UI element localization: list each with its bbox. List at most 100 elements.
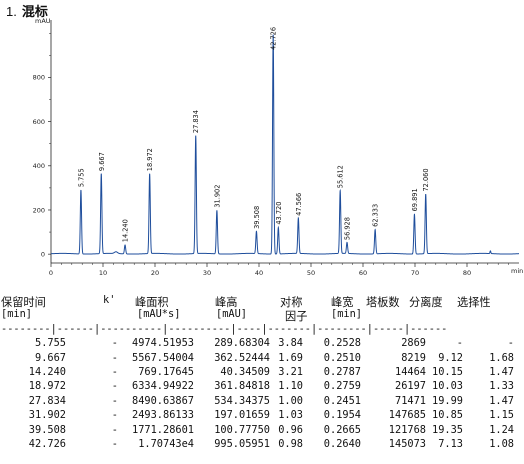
x-tick-label: 40 <box>255 269 263 277</box>
peak-label: 69.891 <box>411 188 419 211</box>
table-cell: 10.85 <box>432 409 463 422</box>
column-header: 选择性 <box>457 296 491 309</box>
table-body: 5.755 - 4974.51953 289.68304 3.84 0.2528 2869 -… <box>0 337 524 452</box>
table-cell: 147685 <box>388 409 426 422</box>
table-cell: 769.17645 <box>138 365 194 378</box>
table-row: 27.834 - 8490.63867 534.34375 1.00 0.2451 7147… <box>0 395 524 409</box>
table-cell: 71471 <box>395 394 426 407</box>
table-row: 14.240 - 769.17645 40.34509 3.21 0.2787 14464 1… <box>0 366 524 380</box>
table-cell: 1.70743e4 <box>138 437 194 450</box>
peak-labels: 5.755 9.667 14.240 18.972 27.834 31.902 39.508… <box>77 27 430 242</box>
table-cell: 100.77750 <box>214 423 270 436</box>
table-cell: 4974.51953 <box>132 337 194 350</box>
x-tick-label: 80 <box>463 269 471 277</box>
table-cell: 2869 <box>401 337 426 350</box>
table-cell: 0.2510 <box>323 351 361 364</box>
y-tick-label: 200 <box>33 206 45 214</box>
table-cell: 1.33 <box>489 380 514 393</box>
table-cell: 40.34509 <box>220 365 270 378</box>
table-cell: 1.68 <box>489 351 514 364</box>
table-row: 5.755 - 4974.51953 289.68304 3.84 0.2528 2869 -… <box>0 337 524 351</box>
peak-label: 9.667 <box>98 152 106 171</box>
y-tick-label: 800 <box>33 74 45 82</box>
table-cell: - <box>456 337 463 350</box>
table-cell: 1.47 <box>489 394 514 407</box>
table-cell: 6334.94922 <box>132 380 194 393</box>
table-cell: 31.902 <box>28 409 66 422</box>
peak-label: 56.928 <box>344 217 352 240</box>
table-cell: 0.2665 <box>323 423 361 436</box>
table-cell: 197.01659 <box>214 409 270 422</box>
column-header: k' <box>103 294 116 306</box>
table-cell: 361.84818 <box>214 380 270 393</box>
chromatogram-chart: mAU min 0 200 400 600 800 0 10 20 30 40 50 60 70 80 5.7… <box>33 17 524 277</box>
table-cell: 1.47 <box>489 365 514 378</box>
table-cell: - <box>111 437 118 450</box>
column-unit: [min] <box>331 308 362 321</box>
table-cell: 534.34375 <box>214 394 270 407</box>
peak-label: 62.333 <box>372 204 380 227</box>
x-axis-unit: min <box>511 267 523 275</box>
table-cell: - <box>507 337 514 350</box>
table-cell: 9.12 <box>438 351 463 364</box>
peak-label: 43.720 <box>275 202 283 225</box>
column-header: 塔板数 <box>366 296 400 309</box>
peak-label: 27.834 <box>192 110 200 133</box>
table-cell: 10.03 <box>432 380 463 393</box>
column-header: 对称 <box>280 296 303 309</box>
peak-label: 18.972 <box>146 148 154 171</box>
column-header: 峰宽 <box>331 296 354 309</box>
table-row: 39.508 - 1771.28601 100.77750 0.96 0.2665 1217… <box>0 424 524 438</box>
peak-label: 31.902 <box>213 185 221 208</box>
table-cell: 0.96 <box>278 423 303 436</box>
table-cell: 18.972 <box>28 380 66 393</box>
table-separator: --------|------|----------|----------|--… <box>1 322 448 335</box>
table-cell: 1.24 <box>489 423 514 436</box>
chart-axes: mAU min 0 200 400 600 800 0 10 20 30 40 50 60 70 80 <box>33 17 524 277</box>
column-header: 保留时间 <box>1 296 46 309</box>
table-cell: 0.98 <box>278 437 303 450</box>
column-header: 分离度 <box>409 296 443 309</box>
peak-label: 42.726 <box>270 27 278 50</box>
table-row: 31.902 - 2493.86133 197.01659 1.03 0.1954 1476… <box>0 409 524 423</box>
table-cell: 2493.86133 <box>132 409 194 422</box>
table-cell: 0.2451 <box>323 394 361 407</box>
table-cell: - <box>111 351 118 364</box>
table-cell: 145073 <box>388 437 426 450</box>
table-cell: 1.15 <box>489 409 514 422</box>
table-cell: 0.2759 <box>323 380 361 393</box>
table-cell: 19.35 <box>432 423 463 436</box>
table-cell: 3.84 <box>278 337 303 350</box>
table-cell: - <box>111 365 118 378</box>
table-cell: 3.21 <box>278 365 303 378</box>
y-tick-label: 400 <box>33 162 45 170</box>
peak-label: 5.755 <box>77 168 85 187</box>
peak-label: 55.612 <box>337 165 345 188</box>
table-cell: 289.68304 <box>214 337 270 350</box>
table-cell: 0.2640 <box>323 437 361 450</box>
chromatogram-trace <box>51 34 519 255</box>
x-tick-label: 50 <box>307 269 315 277</box>
table-cell: 8490.63867 <box>132 394 194 407</box>
table-cell: 27.834 <box>28 394 66 407</box>
section-number: 1. <box>6 4 17 19</box>
x-tick-label: 20 <box>151 269 159 277</box>
peak-label: 39.508 <box>253 206 261 229</box>
table-cell: 0.2528 <box>323 337 361 350</box>
x-tick-label: 30 <box>203 269 211 277</box>
table-cell: 362.52444 <box>214 351 270 364</box>
x-tick-label: 70 <box>411 269 419 277</box>
table-cell: 1.10 <box>278 380 303 393</box>
table-cell: 0.1954 <box>323 409 361 422</box>
table-cell: 26197 <box>395 380 426 393</box>
chromatogram-line <box>51 34 519 255</box>
column-unit: [mAU] <box>216 308 247 321</box>
table-cell: 1.69 <box>278 351 303 364</box>
table-cell: 8219 <box>401 351 426 364</box>
table-cell: 14.240 <box>28 365 66 378</box>
table-cell: 121768 <box>388 423 426 436</box>
peak-label: 14.240 <box>122 219 130 242</box>
table-cell: - <box>111 409 118 422</box>
table-cell: 5567.54004 <box>132 351 194 364</box>
table-cell: 9.667 <box>35 351 66 364</box>
